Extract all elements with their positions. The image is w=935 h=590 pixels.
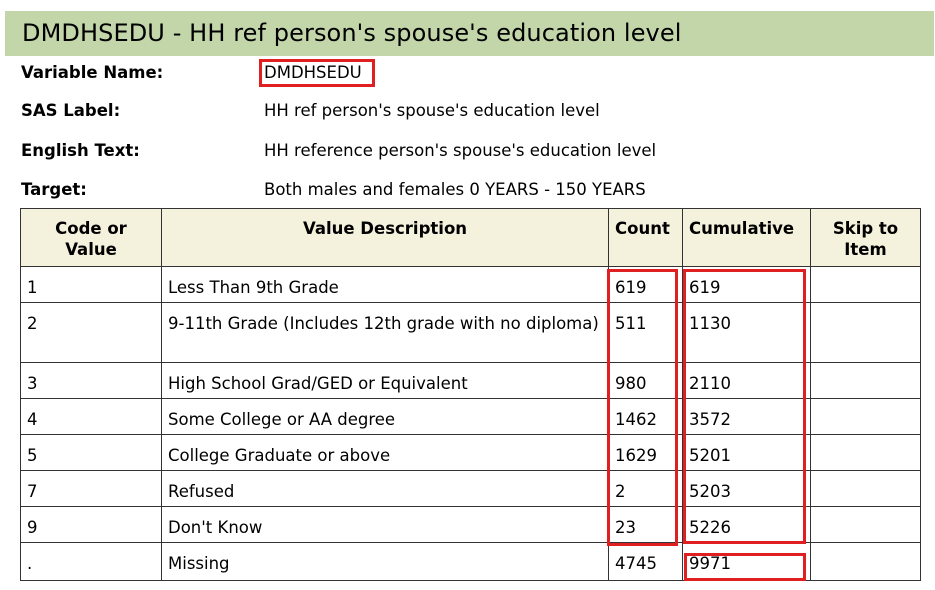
target-label: Target: [21,180,87,199]
table-row: . Missing 4745 9971 [20,542,921,581]
title-bar: DMDHSEDU - HH ref person's spouse's educ… [5,11,934,56]
cell-code: 1 [20,266,162,303]
cell-skip [810,398,921,435]
cell-cumulative: 2110 [682,362,811,399]
page-title: DMDHSEDU - HH ref person's spouse's educ… [22,19,682,47]
variable-name-value: DMDHSEDU [264,63,362,82]
table-row: 9 Don't Know 23 5226 [20,506,921,543]
english-text-label: English Text: [21,141,140,160]
cell-skip [810,362,921,399]
cell-cumulative: 5226 [682,506,811,543]
variable-name-highlight [259,59,375,87]
cell-description: 9-11th Grade (Includes 12th grade with n… [161,302,609,363]
cell-cumulative: 5203 [682,470,811,507]
cell-cumulative: 9971 [682,542,811,581]
header-code: Code or Value [20,208,162,267]
variable-name-label: Variable Name: [21,63,164,82]
sas-label-label: SAS Label: [21,101,121,120]
table-header-row: Code or Value Value Description Count Cu… [20,208,921,267]
sas-label-value: HH ref person's spouse's education level [264,101,600,120]
cell-description: Don't Know [161,506,609,543]
cell-skip [810,470,921,507]
cell-count: 511 [608,302,683,363]
cell-count: 1629 [608,434,683,471]
cell-code: 5 [20,434,162,471]
cell-cumulative: 3572 [682,398,811,435]
cell-count: 23 [608,506,683,543]
english-text-value: HH reference person's spouse's education… [264,141,657,160]
header-cumulative: Cumulative [682,208,811,267]
cell-skip [810,506,921,543]
cell-cumulative: 619 [682,266,811,303]
cell-code: 7 [20,470,162,507]
cell-code: 4 [20,398,162,435]
table-row: 3 High School Grad/GED or Equivalent 980… [20,362,921,399]
cell-skip [810,434,921,471]
cell-code: 9 [20,506,162,543]
table-row: 2 9-11th Grade (Includes 12th grade with… [20,302,921,363]
table-row: 1 Less Than 9th Grade 619 619 [20,266,921,303]
cell-skip [810,302,921,363]
cell-description: Some College or AA degree [161,398,609,435]
header-description: Value Description [161,208,609,267]
target-value: Both males and females 0 YEARS - 150 YEA… [264,180,646,199]
cell-description: College Graduate or above [161,434,609,471]
cell-description: Missing [161,542,609,581]
table-row: 5 College Graduate or above 1629 5201 [20,434,921,471]
table-row: 7 Refused 2 5203 [20,470,921,507]
cell-description: Refused [161,470,609,507]
cell-code: . [20,542,162,581]
cell-count: 980 [608,362,683,399]
cell-description: High School Grad/GED or Equivalent [161,362,609,399]
cell-cumulative: 1130 [682,302,811,363]
table-row: 4 Some College or AA degree 1462 3572 [20,398,921,435]
cell-code: 3 [20,362,162,399]
cell-count: 4745 [608,542,683,581]
cell-code: 2 [20,302,162,363]
header-count: Count [608,208,683,267]
cell-cumulative: 5201 [682,434,811,471]
codebook-table: Code or Value Value Description Count Cu… [20,208,921,581]
cell-description: Less Than 9th Grade [161,266,609,303]
cell-count: 2 [608,470,683,507]
cell-count: 1462 [608,398,683,435]
cell-skip [810,542,921,581]
cell-skip [810,266,921,303]
cell-count: 619 [608,266,683,303]
header-skip: Skip to Item [810,208,921,267]
